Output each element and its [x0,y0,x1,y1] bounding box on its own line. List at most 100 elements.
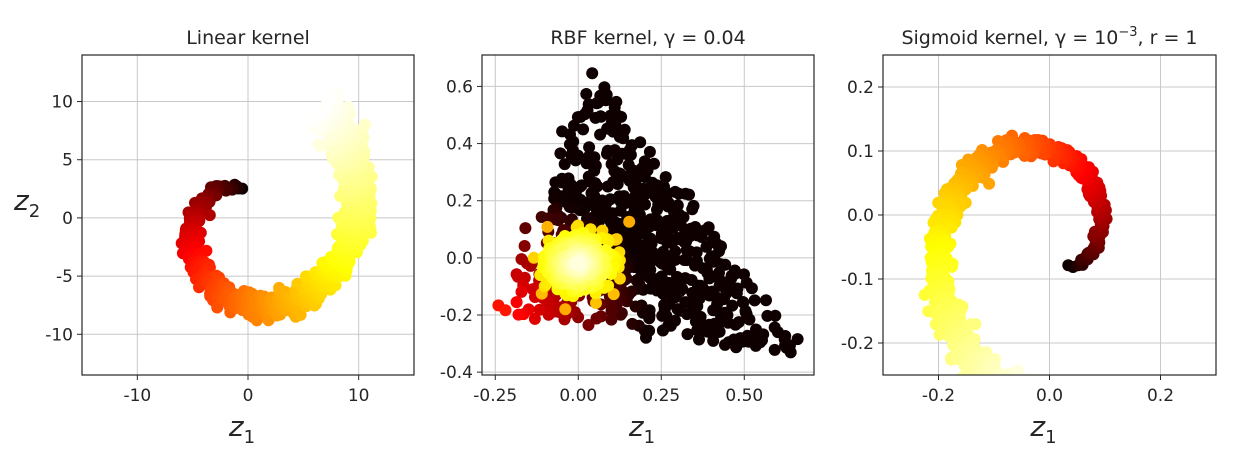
y-tick-label: 0 [62,209,73,229]
data-point [589,159,602,172]
data-point [1003,394,1015,406]
x-axis-label: z1 [1029,410,1056,448]
data-point [1025,372,1036,375]
data-point [662,200,674,213]
data-point [571,149,584,162]
data-point [625,172,638,185]
data-point [1015,398,1027,410]
data-point [626,317,639,330]
data-point [1008,385,1020,397]
data-point [1004,377,1016,389]
data-point [993,386,1005,398]
data-point [358,118,371,131]
data-point [510,296,523,309]
data-point [586,67,599,80]
data-point [988,378,1000,390]
data-point [1012,408,1024,420]
data-point [701,325,714,338]
data-point [987,378,999,390]
x-tick-label: 10 [348,386,370,406]
data-point [1008,397,1020,409]
data-point [990,384,1002,396]
x-tick-label: 0.50 [725,386,763,406]
data-point [598,81,611,94]
data-point [651,203,663,216]
data-point [1003,383,1015,395]
data-point [661,236,674,249]
data-point [731,282,744,295]
data-point [1018,395,1030,407]
data-point [975,382,987,394]
data-point [1006,377,1018,389]
data-point [580,88,593,100]
data-point [707,304,720,317]
data-point [663,297,676,310]
data-point [499,304,512,317]
data-point [686,203,699,216]
data-point [720,287,733,300]
data-point [541,220,554,233]
data-point [638,155,651,168]
data-point [590,312,603,325]
data-point [609,216,622,229]
data-point [712,317,724,330]
data-point [582,170,595,183]
data-point [312,138,325,151]
data-point [1021,376,1033,388]
data-point [589,111,602,124]
data-point [1011,397,1023,409]
data-point [992,393,1004,405]
data-point [203,209,216,222]
data-point [693,333,705,346]
y-axis-label: z2 [13,184,40,222]
data-point [1012,364,1025,375]
data-point [568,119,580,132]
data-point [711,326,724,338]
data-point [991,373,999,375]
data-point [1007,386,1019,398]
data-point [601,144,614,157]
data-point [768,343,781,356]
x-tick-label: 0.00 [559,386,597,406]
data-point [726,299,739,312]
data-point [622,159,635,171]
data-point [991,380,1003,392]
data-point [980,382,992,394]
x-tick-label: -10 [123,386,151,406]
data-point [994,376,1006,388]
y-tick-label: 0.2 [847,78,874,98]
data-point [1021,392,1033,404]
x-tick-label: 0 [243,386,254,406]
data-point [990,378,1002,390]
data-point [1017,384,1029,396]
data-point [630,228,643,241]
data-point [1000,379,1012,391]
data-point [512,308,525,321]
subplot-rbf-kernel: -0.25 0.00 0.25 0.50 0.6 0.4 0.2 0.0 -0.2 -0.4 RBF… [440,27,815,448]
data-point [562,172,575,185]
data-point [700,263,713,276]
data-point [623,215,636,228]
data-point [322,91,335,104]
data-point [571,259,584,272]
data-point [648,157,660,170]
x-tick-label: 0.0 [1036,386,1063,406]
data-point [518,240,531,252]
data-point [527,251,540,264]
data-point [605,313,618,326]
data-point [590,297,602,309]
data-point [974,376,986,388]
data-point [616,192,629,205]
scatter-points [918,129,1113,420]
data-point [554,147,567,160]
data-point [660,218,673,230]
data-point [995,382,1007,394]
data-point [582,98,595,111]
data-point [1013,392,1025,404]
data-point [709,255,722,267]
data-point [1020,384,1032,396]
data-point [1011,393,1023,405]
data-point [730,341,743,354]
scatter-points [492,67,804,359]
data-point [659,171,672,184]
